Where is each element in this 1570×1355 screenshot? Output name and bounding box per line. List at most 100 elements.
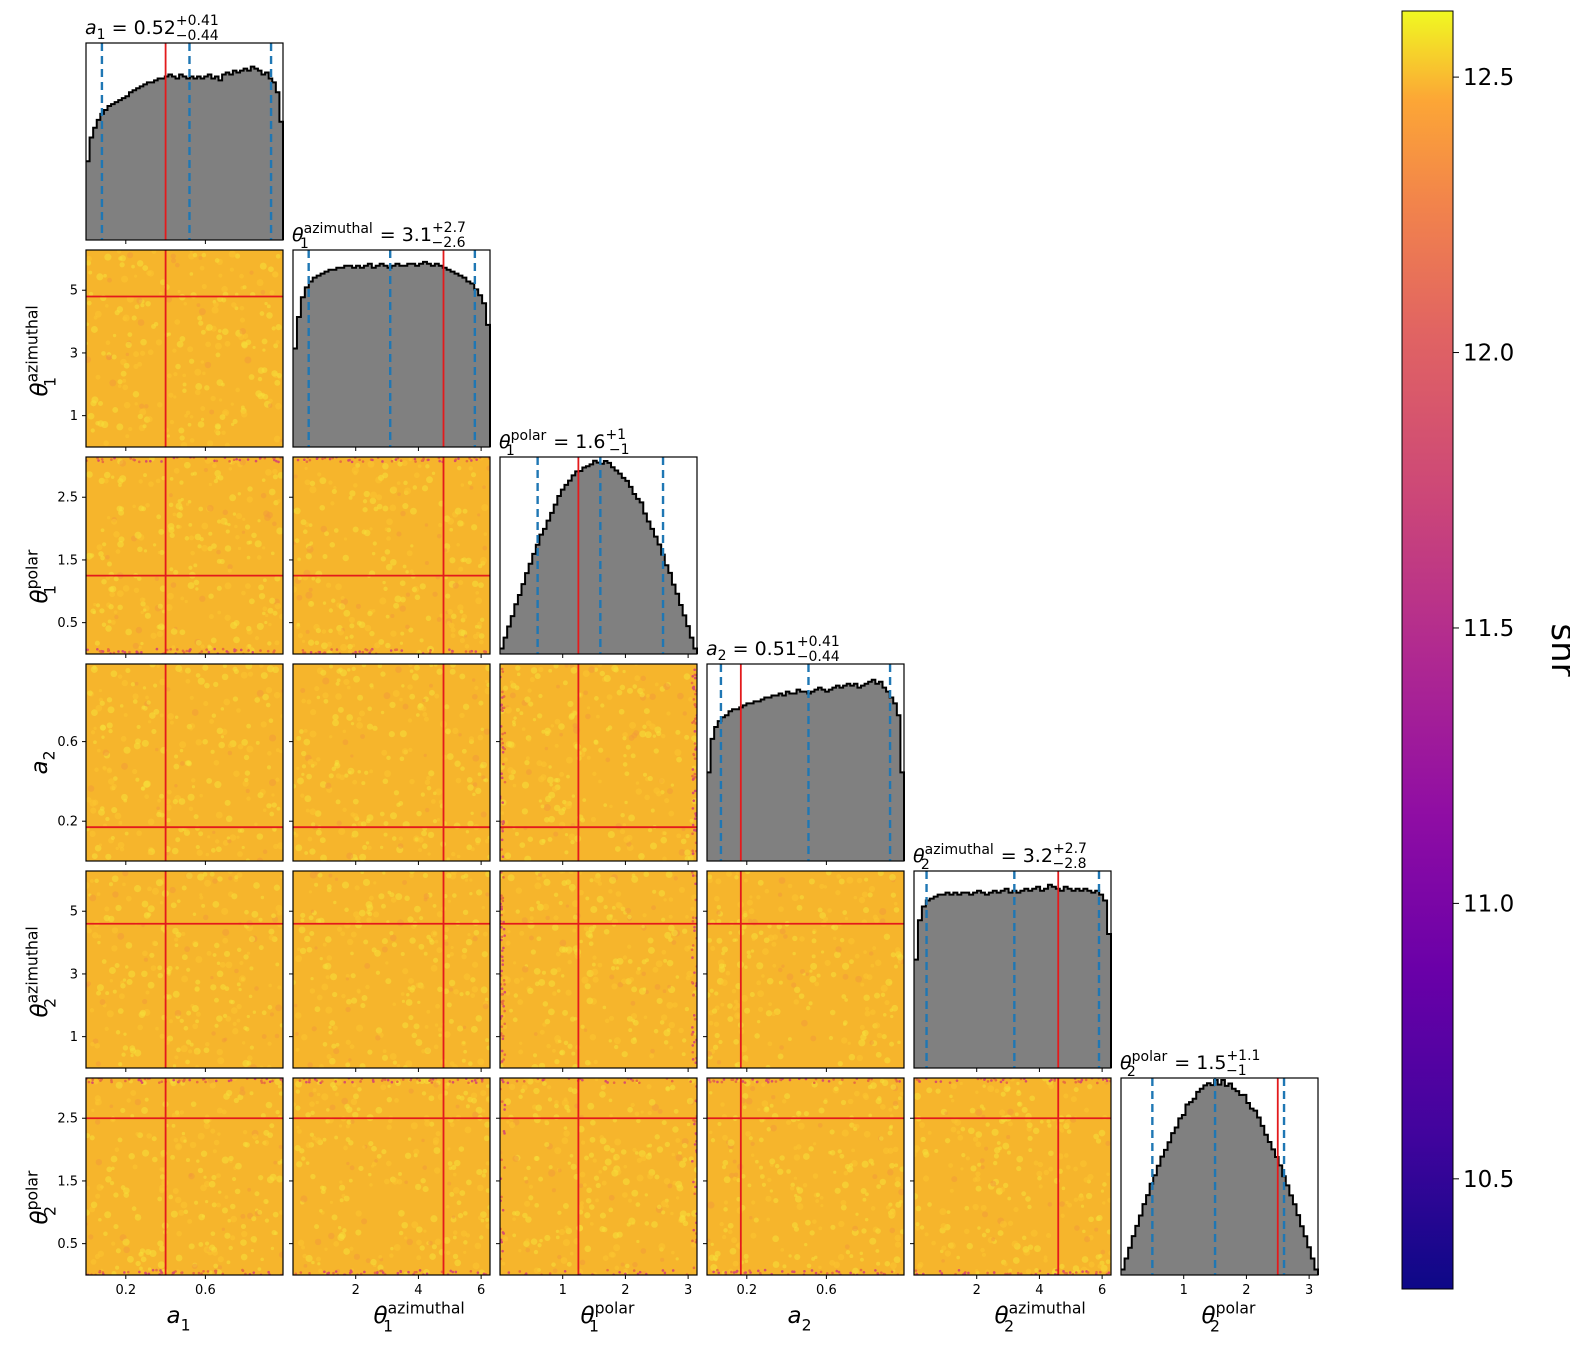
scatter-edge-point — [308, 1272, 311, 1275]
scatter-point — [173, 570, 178, 575]
scatter-point — [133, 699, 138, 704]
scatter-point — [960, 1082, 963, 1085]
scatter-point — [271, 370, 277, 376]
scatter-point — [99, 608, 104, 613]
scatter-point — [187, 794, 194, 801]
scatter-edge-point — [500, 704, 503, 707]
scatter-point — [684, 849, 690, 855]
scatter-point — [243, 1142, 248, 1147]
scatter-point — [670, 1212, 674, 1216]
scatter-point — [382, 1055, 388, 1061]
scatter-point — [304, 729, 308, 733]
scatter-point — [268, 929, 274, 935]
scatter-point — [662, 831, 666, 835]
scatter-point — [275, 962, 279, 966]
scatter-point — [620, 829, 625, 834]
scatter-point — [661, 1210, 665, 1214]
scatter-point — [118, 256, 122, 260]
scatter-point — [472, 678, 475, 681]
scatter-point — [242, 518, 245, 521]
scatter-point — [483, 932, 488, 937]
scatter-point — [530, 677, 535, 682]
scatter-point — [723, 1228, 727, 1232]
scatter-point — [124, 402, 131, 409]
scatter-edge-point — [756, 1081, 759, 1084]
scatter-point — [90, 1042, 95, 1047]
scatter-point — [750, 1233, 756, 1239]
scatter-point — [116, 1248, 121, 1253]
scatter-edge-point — [504, 732, 507, 735]
scatter-point — [842, 963, 849, 970]
scatter-point — [447, 1147, 450, 1150]
scatter-edge-point — [1095, 1271, 1098, 1274]
scatter-point — [234, 969, 238, 973]
scatter-point — [189, 1243, 195, 1249]
scatter-point — [202, 739, 208, 745]
scatter-point — [134, 885, 141, 892]
scatter-point — [118, 1062, 122, 1066]
scatter-point — [825, 960, 831, 966]
scatter-point — [522, 917, 528, 923]
scatter-edge-point — [336, 648, 339, 651]
scatter-point — [378, 1255, 382, 1259]
scatter-point — [178, 427, 184, 433]
scatter-point — [1066, 1165, 1071, 1170]
scatter-point — [402, 460, 408, 466]
scatter-point — [201, 904, 205, 908]
scatter-edge-point — [692, 807, 695, 810]
scatter-point — [408, 1015, 413, 1020]
scatter-point — [143, 608, 146, 611]
scatter-point — [486, 465, 492, 471]
scatter-point — [900, 1270, 903, 1273]
scatter-point — [305, 467, 308, 470]
scatter-point — [436, 1131, 441, 1136]
scatter-edge-point — [935, 1080, 938, 1083]
scatter-point — [818, 1266, 822, 1270]
scatter-point — [729, 1149, 733, 1153]
scatter-point — [110, 785, 115, 790]
scatter-point — [736, 1014, 740, 1018]
scatter-edge-point — [735, 1080, 738, 1083]
scatter-point — [267, 765, 271, 769]
scatter-point — [105, 1027, 109, 1031]
scatter-point — [631, 753, 636, 758]
scatter-point — [210, 872, 215, 877]
scatter-point — [687, 1098, 694, 1105]
scatter-point — [467, 784, 473, 790]
scatter-edge-point — [503, 1130, 506, 1133]
scatter-point — [926, 1087, 932, 1093]
scatter-edge-point — [413, 1271, 416, 1274]
scatter-point — [421, 1139, 424, 1142]
scatter-point — [247, 1015, 250, 1018]
scatter-point — [361, 821, 367, 827]
scatter-point — [1102, 1201, 1105, 1204]
scatter-edge-point — [662, 1269, 665, 1272]
scatter-point — [114, 615, 118, 619]
scatter-point — [548, 1170, 555, 1177]
scatter-edge-point — [618, 1271, 621, 1274]
scatter-point — [453, 1187, 460, 1194]
scatter-point — [832, 924, 839, 931]
scatter-point — [520, 977, 523, 980]
scatter-point — [330, 1104, 336, 1110]
scatter-edge-point — [361, 651, 364, 654]
scatter-point — [744, 965, 748, 969]
scatter-point — [246, 796, 250, 800]
scatter-point — [209, 719, 214, 724]
scatter-point — [734, 875, 738, 879]
scatter-point — [122, 384, 128, 390]
scatter-edge-point — [469, 650, 472, 653]
scatter-point — [594, 1060, 598, 1064]
scatter-point — [463, 1091, 468, 1096]
scatter-point — [175, 943, 179, 947]
scatter-point — [134, 275, 137, 278]
scatter-edge-point — [207, 1270, 210, 1273]
scatter-point — [349, 490, 355, 496]
scatter-point — [213, 1264, 218, 1269]
scatter-point — [509, 1009, 513, 1013]
scatter-point — [889, 1163, 895, 1169]
scatter-point — [257, 279, 264, 286]
scatter-point — [457, 604, 463, 610]
scatter-point — [848, 938, 855, 945]
